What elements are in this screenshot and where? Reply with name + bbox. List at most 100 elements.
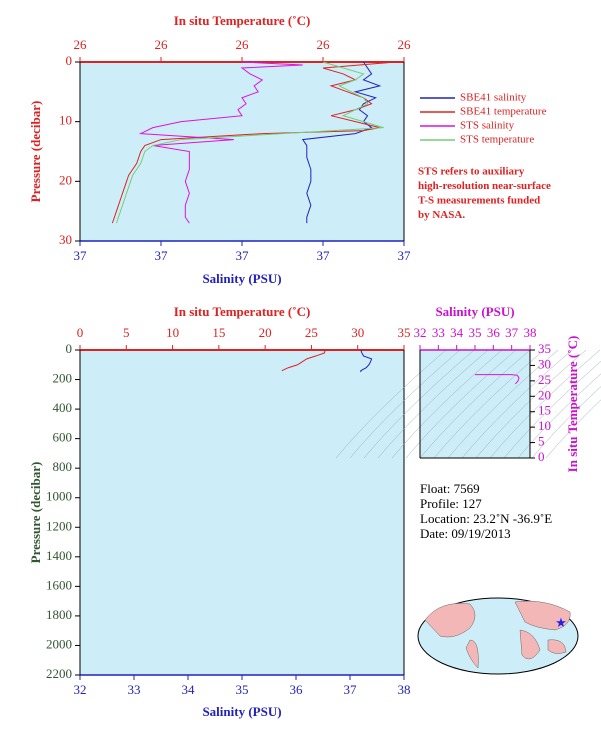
density-contour — [545, 399, 601, 459]
y-tick-label: 1000 — [46, 489, 72, 504]
y-tick-label: 30 — [538, 356, 551, 371]
plot-area — [80, 62, 404, 241]
y-axis-title: Pressure (decibar) — [28, 101, 43, 203]
plot-area — [80, 350, 404, 675]
density-contour — [363, 349, 475, 459]
legend-label: STS salinity — [460, 120, 515, 132]
x2-tick-label: 26 — [317, 37, 331, 52]
series-line — [138, 61, 303, 224]
density-contour — [489, 349, 601, 459]
x2-tick-label: 5 — [123, 325, 130, 340]
x-tick-label: 37 — [74, 248, 88, 263]
svg-text:★: ★ — [555, 615, 567, 630]
y-tick-label: 10 — [59, 113, 72, 128]
info-line: Location: 23.2˚N -36.9˚E — [420, 511, 552, 526]
x-tick-label: 36 — [290, 682, 304, 697]
x-tick-label: 37 — [505, 325, 519, 340]
x-tick-label: 35 — [236, 682, 249, 697]
note-line: STS refers to auxiliary — [418, 166, 525, 178]
x-tick-label: 32 — [414, 325, 427, 340]
density-contour — [447, 349, 559, 459]
density-contour — [531, 386, 601, 459]
x-tick-label: 33 — [128, 682, 141, 697]
x2-axis-title: In situ Temperature (˚C) — [174, 13, 311, 28]
y-tick-label: 5 — [538, 434, 545, 449]
x2-tick-label: 26 — [155, 37, 169, 52]
x-axis-title: Salinity (PSU) — [202, 704, 281, 719]
series-line — [475, 374, 520, 385]
x-tick-label: 37 — [236, 248, 250, 263]
series-line — [360, 349, 373, 373]
y-tick-label: 1200 — [46, 518, 72, 533]
x2-tick-label: 35 — [398, 325, 411, 340]
x-tick-label: 38 — [398, 682, 411, 697]
density-contour — [503, 360, 601, 459]
note-line: by NASA. — [418, 209, 465, 221]
x2-tick-label: 26 — [74, 37, 88, 52]
x-tick-label: 37 — [317, 248, 331, 263]
info-line: Date: 09/19/2013 — [420, 526, 511, 541]
x2-axis-title: In situ Temperature (˚C) — [174, 304, 311, 319]
info-line: Profile: 127 — [420, 496, 482, 511]
x2-tick-label: 26 — [398, 37, 412, 52]
x-axis-title: Salinity (PSU) — [435, 304, 514, 319]
info-line: Float: 7569 — [420, 481, 480, 496]
density-contour — [517, 373, 601, 459]
plot-area — [420, 350, 530, 458]
y-tick-label: 20 — [59, 172, 72, 187]
y-tick-label: 0 — [66, 53, 73, 68]
density-contour — [405, 349, 517, 459]
density-contour — [391, 349, 503, 459]
density-contour — [377, 349, 489, 459]
y-tick-label: 2000 — [46, 636, 72, 651]
legend-label: SBE41 temperature — [460, 106, 547, 118]
y-tick-label: 1400 — [46, 548, 72, 563]
y-tick-label: 20 — [538, 387, 551, 402]
legend-label: SBE41 salinity — [460, 92, 527, 104]
x-axis-title: Salinity (PSU) — [202, 271, 281, 286]
x-tick-label: 34 — [450, 325, 464, 340]
density-contour — [335, 349, 447, 459]
x2-tick-label: 0 — [77, 325, 84, 340]
density-contour — [461, 349, 573, 459]
x-tick-label: 36 — [487, 325, 501, 340]
series-line — [281, 349, 326, 372]
x2-tick-label: 15 — [212, 325, 225, 340]
x2-tick-label: 20 — [259, 325, 272, 340]
series-line — [115, 61, 384, 224]
x-tick-label: 32 — [74, 682, 87, 697]
y-tick-label: 1600 — [46, 577, 72, 592]
x2-tick-label: 10 — [166, 325, 179, 340]
y-axis-title: In situ Temperature (˚C) — [565, 336, 580, 473]
x2-tick-label: 26 — [236, 37, 250, 52]
x-tick-label: 37 — [155, 248, 169, 263]
y-tick-label: 800 — [53, 459, 73, 474]
series-line — [301, 61, 382, 224]
y-axis-title: Pressure (decibar) — [28, 462, 43, 564]
y-tick-label: 200 — [53, 371, 73, 386]
y-tick-label: 0 — [538, 449, 545, 464]
y-tick-label: 600 — [53, 430, 73, 445]
x-tick-label: 38 — [524, 325, 537, 340]
y-tick-label: 25 — [538, 372, 551, 387]
x-tick-label: 34 — [182, 682, 196, 697]
y-tick-label: 10 — [538, 418, 551, 433]
y-tick-label: 15 — [538, 403, 551, 418]
note-line: T-S measurements funded — [418, 195, 540, 207]
y-tick-label: 400 — [53, 400, 73, 415]
x2-tick-label: 30 — [351, 325, 364, 340]
density-contour — [475, 349, 587, 459]
y-tick-label: 30 — [59, 232, 72, 247]
legend-label: STS temperature — [460, 134, 534, 146]
density-contour — [419, 349, 531, 459]
x-tick-label: 33 — [432, 325, 445, 340]
y-tick-label: 1800 — [46, 607, 72, 622]
y-tick-label: 2200 — [46, 666, 72, 681]
density-contour — [349, 349, 461, 459]
world-map: ★ — [417, 597, 579, 675]
x-tick-label: 35 — [469, 325, 482, 340]
y-tick-label: 35 — [538, 341, 551, 356]
x-tick-label: 37 — [398, 248, 412, 263]
x-tick-label: 37 — [344, 682, 358, 697]
